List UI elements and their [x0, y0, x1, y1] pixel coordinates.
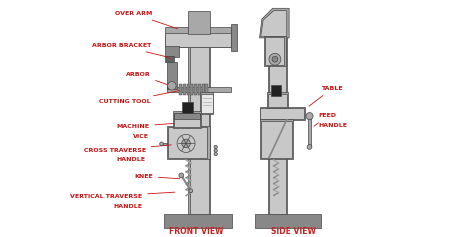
- Bar: [260, 108, 304, 118]
- Bar: [271, 85, 281, 96]
- Bar: [182, 84, 185, 95]
- Circle shape: [177, 134, 195, 152]
- Circle shape: [272, 56, 278, 62]
- Bar: [173, 111, 201, 128]
- Bar: [186, 84, 189, 95]
- Bar: [198, 84, 201, 95]
- Bar: [190, 84, 193, 95]
- Text: FRONT VIEW: FRONT VIEW: [170, 227, 224, 236]
- Bar: [268, 94, 287, 107]
- Bar: [261, 121, 292, 158]
- Bar: [167, 126, 210, 159]
- Polygon shape: [259, 8, 289, 38]
- Bar: [188, 11, 210, 34]
- Circle shape: [306, 113, 313, 120]
- Circle shape: [214, 152, 217, 156]
- Bar: [182, 102, 193, 113]
- Bar: [162, 143, 167, 145]
- Circle shape: [179, 173, 184, 178]
- Bar: [194, 84, 197, 95]
- Text: HANDLE: HANDLE: [113, 204, 142, 209]
- Bar: [200, 92, 213, 114]
- Bar: [265, 37, 284, 65]
- Circle shape: [160, 142, 164, 146]
- Circle shape: [189, 189, 192, 193]
- Text: VICE: VICE: [133, 134, 149, 139]
- Circle shape: [269, 53, 281, 65]
- Bar: [264, 36, 285, 66]
- Text: MACHINE: MACHINE: [116, 123, 174, 129]
- Text: ARBOR BRACKET: ARBOR BRACKET: [92, 43, 169, 57]
- Bar: [188, 34, 210, 214]
- Bar: [231, 24, 237, 51]
- Bar: [190, 34, 209, 214]
- Polygon shape: [261, 11, 287, 37]
- Bar: [202, 84, 205, 95]
- Text: HANDLE: HANDLE: [319, 123, 348, 128]
- Text: VERTICAL TRAVERSE: VERTICAL TRAVERSE: [70, 192, 175, 199]
- Bar: [165, 56, 174, 62]
- Bar: [174, 113, 200, 118]
- Circle shape: [182, 139, 190, 148]
- Bar: [205, 84, 208, 95]
- Text: OVER ARM: OVER ARM: [116, 11, 177, 29]
- Text: KNEE: KNEE: [134, 174, 180, 179]
- Bar: [308, 116, 311, 147]
- Bar: [167, 87, 231, 92]
- Bar: [164, 214, 232, 228]
- Bar: [201, 94, 212, 113]
- Text: TABLE: TABLE: [309, 86, 343, 106]
- Bar: [269, 37, 285, 214]
- Bar: [165, 33, 231, 47]
- Circle shape: [214, 149, 217, 152]
- Bar: [259, 118, 292, 159]
- Text: CUTTING TOOL: CUTTING TOOL: [99, 91, 179, 104]
- Text: FEED: FEED: [314, 113, 337, 126]
- Bar: [165, 27, 231, 47]
- Circle shape: [307, 145, 312, 149]
- Circle shape: [167, 82, 176, 90]
- Bar: [266, 92, 288, 108]
- Text: HANDLE: HANDLE: [117, 157, 146, 163]
- Bar: [168, 127, 207, 158]
- Bar: [167, 62, 176, 89]
- Bar: [259, 107, 304, 120]
- Bar: [174, 113, 200, 127]
- Bar: [165, 46, 179, 57]
- Bar: [255, 214, 321, 228]
- Text: ARBOR: ARBOR: [126, 72, 168, 85]
- Bar: [179, 84, 182, 95]
- Text: SIDE VIEW: SIDE VIEW: [272, 227, 316, 236]
- Circle shape: [214, 145, 217, 149]
- Text: CROSS TRAVERSE: CROSS TRAVERSE: [83, 145, 172, 153]
- Bar: [268, 37, 287, 214]
